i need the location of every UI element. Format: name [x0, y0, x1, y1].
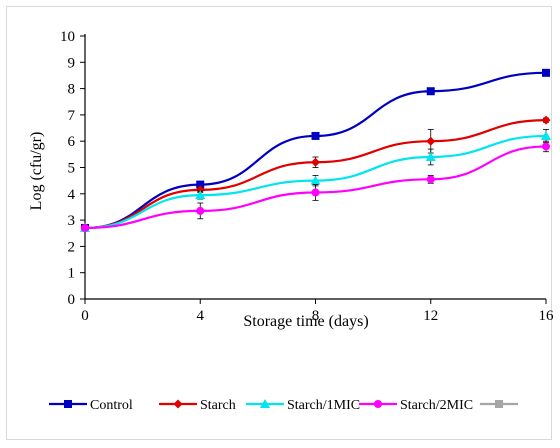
data-point	[81, 223, 89, 232]
x-tick-label: 12	[423, 308, 438, 324]
x-tick-label: 4	[197, 308, 205, 324]
y-tick-label: 7	[68, 108, 76, 124]
data-point	[542, 142, 550, 151]
y-tick-label: 5	[68, 161, 76, 177]
y-tick-label: 9	[68, 55, 76, 71]
data-point	[542, 68, 550, 77]
x-tick-label: 8	[312, 308, 320, 324]
y-tick-label: 3	[68, 213, 76, 229]
x-tick-label: 0	[81, 308, 89, 324]
legend-marker	[173, 399, 183, 409]
data-point	[196, 180, 205, 189]
data-point	[311, 188, 320, 197]
legend-item: Control	[49, 398, 133, 413]
series-layer	[80, 68, 551, 233]
legend-label: Starch/1MIC	[287, 398, 360, 413]
data-point	[311, 157, 320, 167]
data-point	[311, 131, 320, 140]
x-axis-title: Storage time (days)	[243, 313, 368, 330]
legend-label: Starch	[200, 398, 236, 413]
data-point	[425, 151, 436, 161]
data-point	[541, 130, 551, 140]
y-tick-label: 10	[60, 29, 75, 45]
legend-item	[480, 400, 518, 408]
y-axis-title: Log (cfu/gr)	[28, 132, 45, 211]
y-tick-label: 8	[68, 82, 76, 98]
legend-item: Starch/1MIC	[246, 398, 360, 413]
legend: Control Starch Starch/1MIC Starch/2MIC	[49, 398, 518, 413]
legend-label: Control	[90, 398, 133, 413]
series-3	[81, 140, 550, 232]
legend-marker	[260, 399, 270, 408]
legend-marker	[64, 400, 72, 408]
legend-item: Starch	[159, 398, 236, 413]
y-tick-label: 6	[68, 134, 76, 150]
data-point	[195, 190, 206, 200]
y-tick-label: 1	[68, 266, 76, 282]
data-point	[195, 185, 205, 195]
y-tick-label: 0	[68, 292, 76, 308]
data-point	[426, 175, 435, 184]
legend-item: Starch/2MIC	[359, 398, 473, 413]
data-point	[541, 115, 551, 125]
data-point	[310, 175, 321, 185]
y-tick-label: 2	[68, 239, 76, 255]
chart-frame: 0 1 2 3 4 5 6 7 8 9 10 0 4 8 12 16 Storage time (days) …	[6, 6, 554, 440]
data-point	[426, 136, 436, 146]
data-point	[426, 87, 435, 96]
x-tick-label: 16	[539, 308, 554, 324]
legend-marker	[374, 400, 382, 408]
y-tick-label: 4	[68, 187, 76, 203]
legend-label: Starch/2MIC	[400, 398, 473, 413]
data-point	[196, 206, 205, 215]
legend-marker	[495, 400, 503, 408]
